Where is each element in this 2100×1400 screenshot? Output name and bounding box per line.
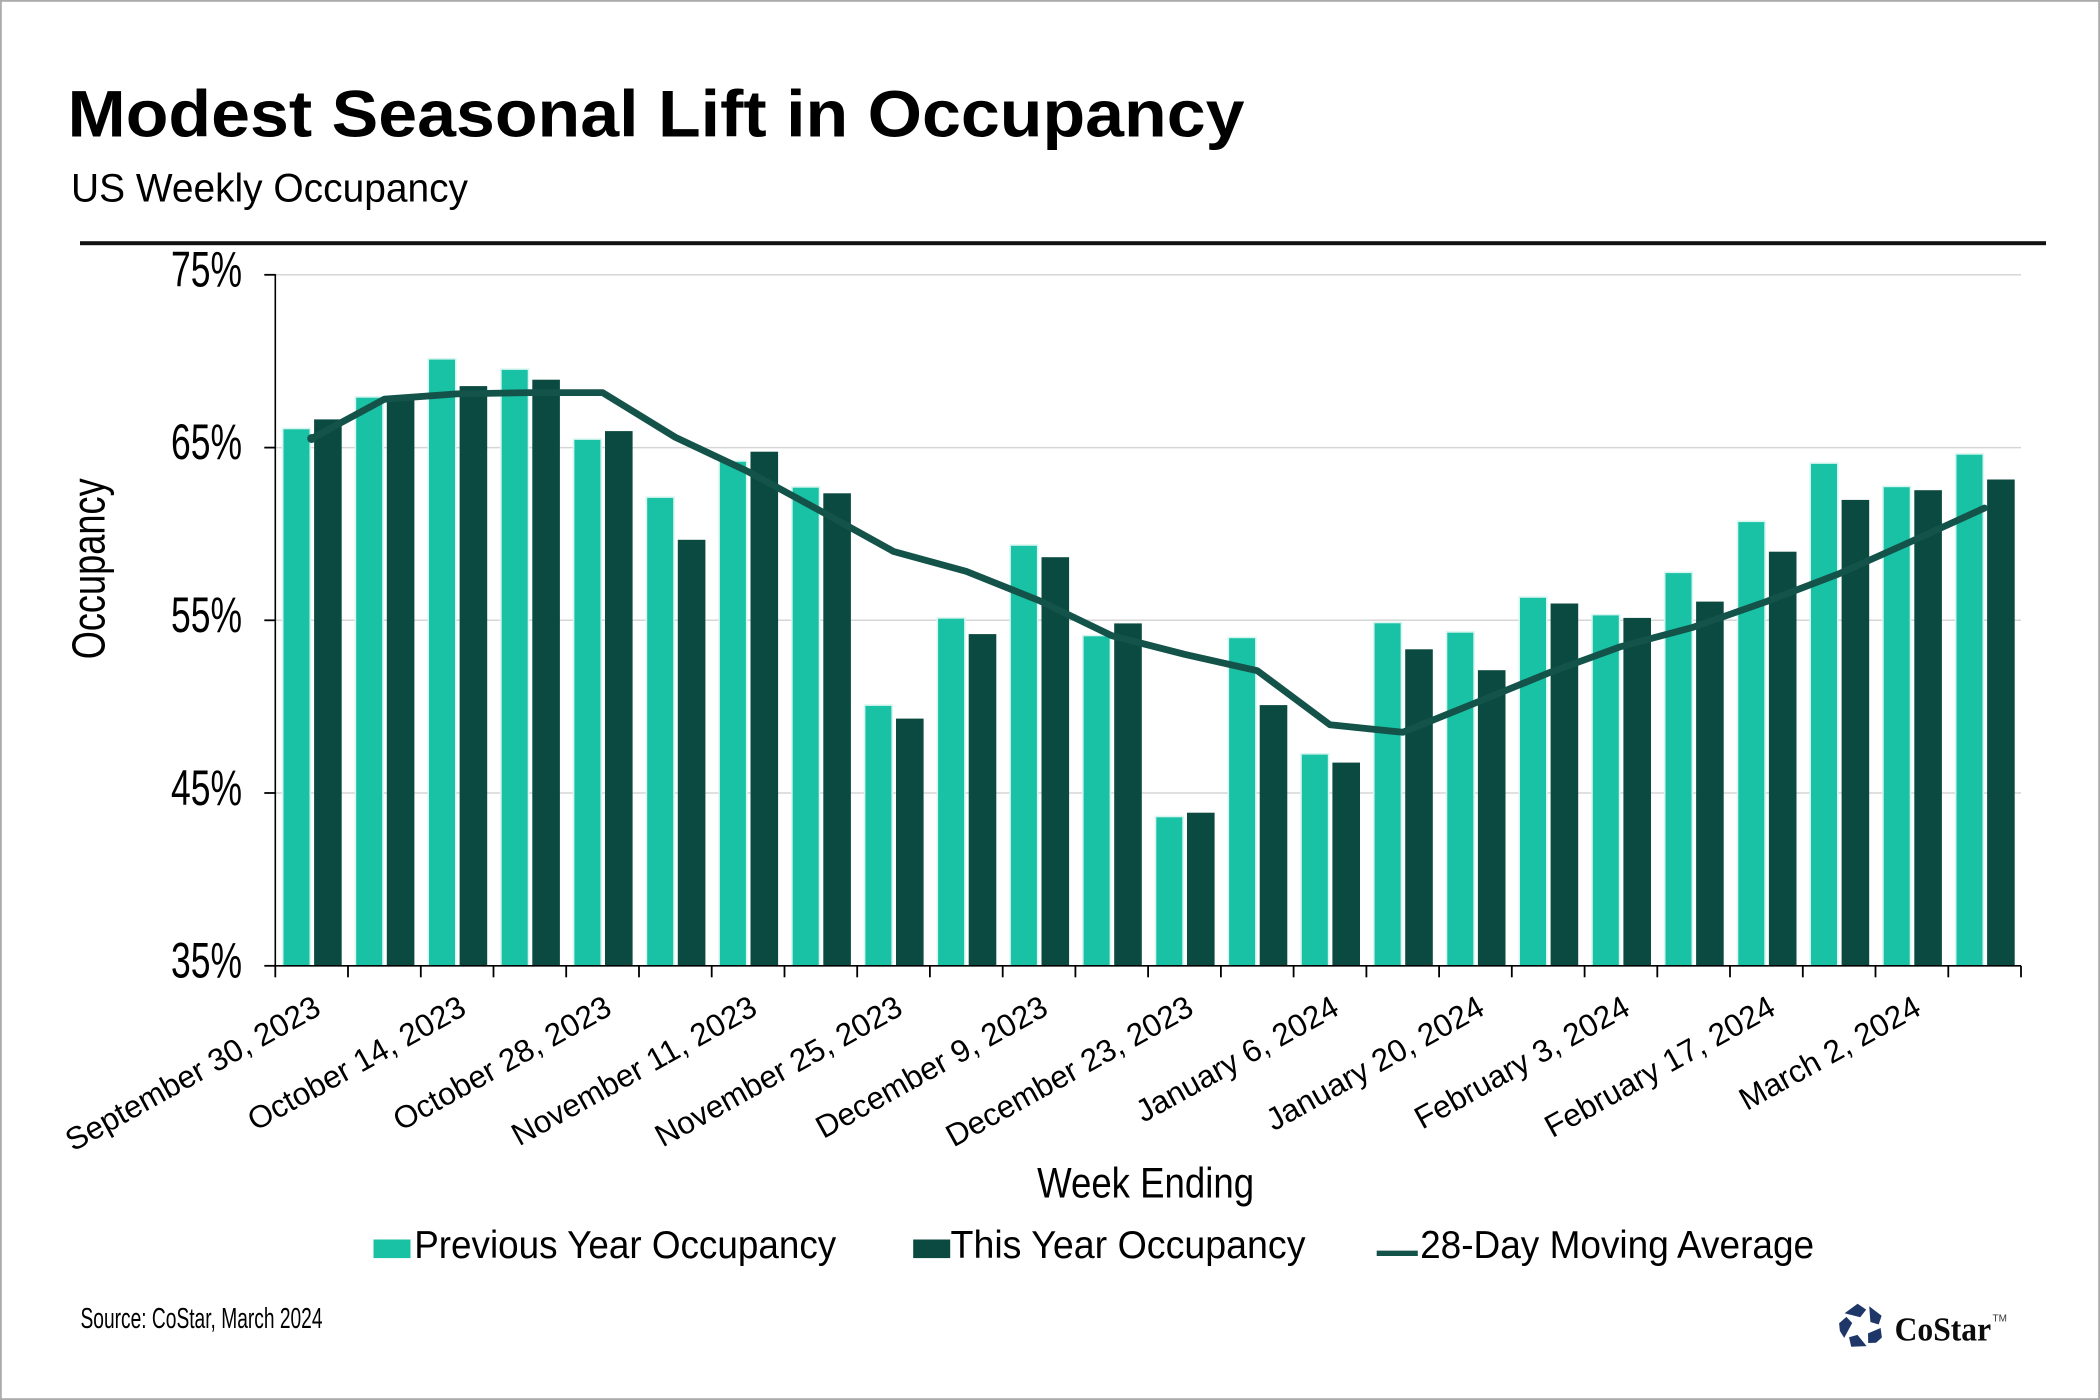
svg-text:75%: 75% xyxy=(171,242,242,298)
svg-text:Modest Seasonal Lift in Occupa: Modest Seasonal Lift in Occupancy xyxy=(68,77,1245,151)
svg-text:US Weekly Occupancy: US Weekly Occupancy xyxy=(71,167,468,211)
svg-text:November 11, 2023: November 11, 2023 xyxy=(505,988,762,1152)
svg-text:Occupancy: Occupancy xyxy=(63,478,115,659)
svg-text:Week Ending: Week Ending xyxy=(1037,1160,1254,1208)
svg-text:65%: 65% xyxy=(171,414,242,470)
svg-text:28-Day Moving Average: 28-Day Moving Average xyxy=(1420,1224,1814,1267)
svg-text:November 25, 2023: November 25, 2023 xyxy=(649,988,908,1154)
svg-text:September 30, 2023: September 30, 2023 xyxy=(59,988,326,1158)
svg-text:Source: CoStar, March 2024: Source: CoStar, March 2024 xyxy=(81,1303,323,1335)
svg-text:December 9, 2023: December 9, 2023 xyxy=(809,988,1053,1145)
svg-text:35%: 35% xyxy=(171,933,242,989)
svg-text:CoStar: CoStar xyxy=(1895,1312,1992,1349)
svg-text:December 23, 2023: December 23, 2023 xyxy=(939,988,1198,1154)
svg-text:45%: 45% xyxy=(171,760,242,816)
svg-text:TM: TM xyxy=(1993,1314,2007,1325)
svg-text:This Year Occupancy: This Year Occupancy xyxy=(951,1224,1307,1267)
svg-text:Previous Year Occupancy: Previous Year Occupancy xyxy=(414,1224,837,1267)
svg-text:55%: 55% xyxy=(171,587,242,643)
